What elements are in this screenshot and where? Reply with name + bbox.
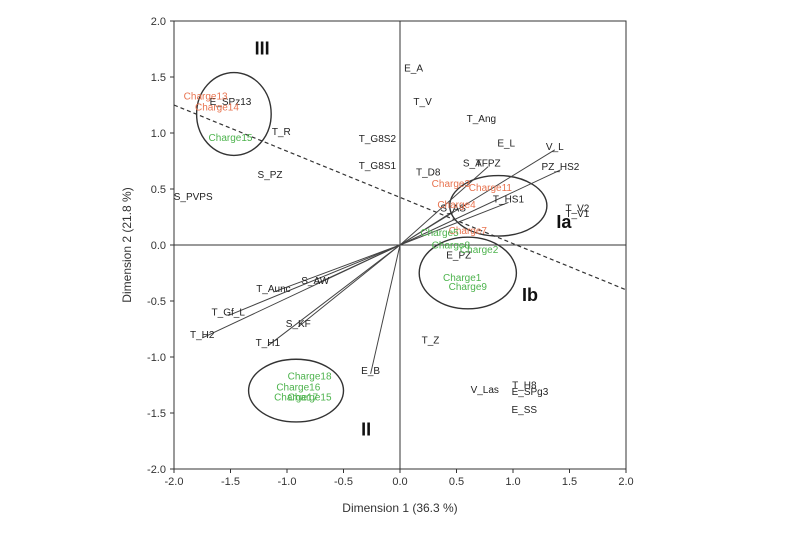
- charge-label: Charge5: [420, 228, 459, 239]
- y-tick-label: -1.5: [147, 408, 166, 420]
- variable-label: T_Z: [422, 336, 440, 347]
- charge-label: Charge13: [184, 91, 228, 102]
- charge-label: Charge15: [209, 133, 253, 144]
- variable-label: E_SPg3: [512, 387, 549, 398]
- variable-vector: [399, 201, 509, 246]
- x-tick-label: 0.0: [392, 476, 407, 488]
- charge-label: Charge1: [443, 273, 482, 284]
- dashed-separator: [173, 104, 627, 291]
- variable-vector: [399, 210, 454, 246]
- x-tick-label: -0.5: [334, 476, 353, 488]
- variable-label: T_H1: [256, 338, 281, 349]
- charge-label: Charge17: [274, 393, 318, 404]
- charge-label: Charge4: [437, 200, 476, 211]
- x-tick-label: -1.0: [278, 476, 297, 488]
- charge-label: Charge18: [288, 371, 332, 382]
- variable-label: S_KF: [286, 319, 311, 330]
- variable-label: V_L: [546, 142, 564, 153]
- y-tick-label: -2.0: [147, 464, 166, 476]
- x-tick-label: -1.5: [221, 476, 240, 488]
- variable-vector: [228, 244, 401, 317]
- variable-vectors: [202, 149, 561, 374]
- variable-label: E_B: [361, 366, 380, 377]
- variable-label: E_SPz13: [210, 97, 252, 108]
- variable-label: E_PZ: [446, 250, 471, 261]
- x-tick-label: 0.5: [449, 476, 464, 488]
- variable-label: T_D8: [416, 168, 441, 179]
- tick-labels: -2.0 -1.5 -1.0 -0.5 0.0 0.5 1.0 1.5 2.0 -2.0 -1.5 -…: [147, 16, 634, 488]
- variable-vector: [273, 244, 401, 293]
- x-tick-label: -2.0: [165, 476, 184, 488]
- variable-label: S_PVPS: [174, 192, 213, 203]
- variable-vector: [202, 244, 401, 339]
- group-ellipse: [418, 236, 518, 310]
- charge-label: Charge16: [276, 383, 320, 394]
- charge-label: Charge15: [288, 393, 332, 404]
- variable-label: TFPZ: [476, 159, 501, 170]
- variable-label: T_V1: [565, 209, 589, 220]
- group-label: Ib: [522, 285, 538, 305]
- charge-label: Charge14: [195, 103, 239, 114]
- charge-label: Charge9: [449, 282, 488, 293]
- y-tick-label: 0.0: [151, 240, 166, 252]
- x-tick-label: 2.0: [618, 476, 633, 488]
- y-tick-label: 0.5: [151, 184, 166, 196]
- variable-label: T_Gf_L: [212, 308, 246, 319]
- variable-label: T_Ang: [467, 114, 496, 125]
- variable-label: T_Aunc: [256, 284, 290, 295]
- x-tick-label: 1.5: [562, 476, 577, 488]
- group-ellipse: [195, 71, 272, 157]
- charge-label: Charge7: [449, 226, 488, 237]
- group-label: Ia: [556, 212, 572, 232]
- variable-label: T_G8S2: [359, 134, 397, 145]
- variable-label: S_AS: [440, 203, 466, 214]
- charge-label: Charge2: [460, 245, 499, 256]
- variable-vector: [399, 169, 561, 246]
- variable-label: E_SS: [512, 405, 538, 416]
- charge-label: Charge11: [469, 183, 513, 194]
- y-tick-label: 1.5: [151, 72, 166, 84]
- charge-label: Charge8: [432, 240, 471, 251]
- group-ellipse: [247, 358, 345, 423]
- dashed-line: [173, 104, 627, 291]
- group-label: II: [361, 419, 371, 439]
- variable-label: T_R: [272, 127, 291, 138]
- variable-label: T_H2: [190, 330, 215, 341]
- variable-label: T_G8S1: [359, 161, 397, 172]
- variable-label: T_V2: [565, 203, 589, 214]
- variable-label: S_A: [463, 159, 482, 170]
- group-ellipses: [195, 71, 548, 423]
- variable-vector: [370, 244, 401, 374]
- variable-label: V_Las: [471, 385, 499, 396]
- group-ellipse: [449, 174, 548, 237]
- variable-vector: [399, 166, 489, 246]
- variable-vector: [267, 244, 401, 347]
- variable-vector: [297, 244, 401, 328]
- group-labels: III Ia Ib II: [255, 39, 573, 440]
- variable-label: S_AW: [301, 276, 330, 287]
- variable-label: S_PZ: [258, 170, 283, 181]
- variable-label: E_L: [497, 138, 515, 149]
- variable-label: T_V: [413, 97, 432, 108]
- variable-label: PZ_HS2: [542, 162, 580, 173]
- x-axis-label: Dimension 1 (36.3 %): [342, 501, 457, 515]
- y-tick-label: 1.0: [151, 128, 166, 140]
- group-label: III: [255, 39, 270, 59]
- variable-label: E_A: [404, 63, 423, 74]
- y-tick-label: 2.0: [151, 16, 166, 28]
- x-tick-label: 1.0: [505, 476, 520, 488]
- y-axis-label: Dimension 2 (21.8 %): [120, 187, 134, 302]
- variable-label: T_HS1: [493, 194, 525, 205]
- variable-label: T_H8: [512, 380, 537, 391]
- charge-label: Charge3: [432, 179, 471, 190]
- y-tick-label: -0.5: [147, 296, 166, 308]
- y-tick-label: -1.0: [147, 352, 166, 364]
